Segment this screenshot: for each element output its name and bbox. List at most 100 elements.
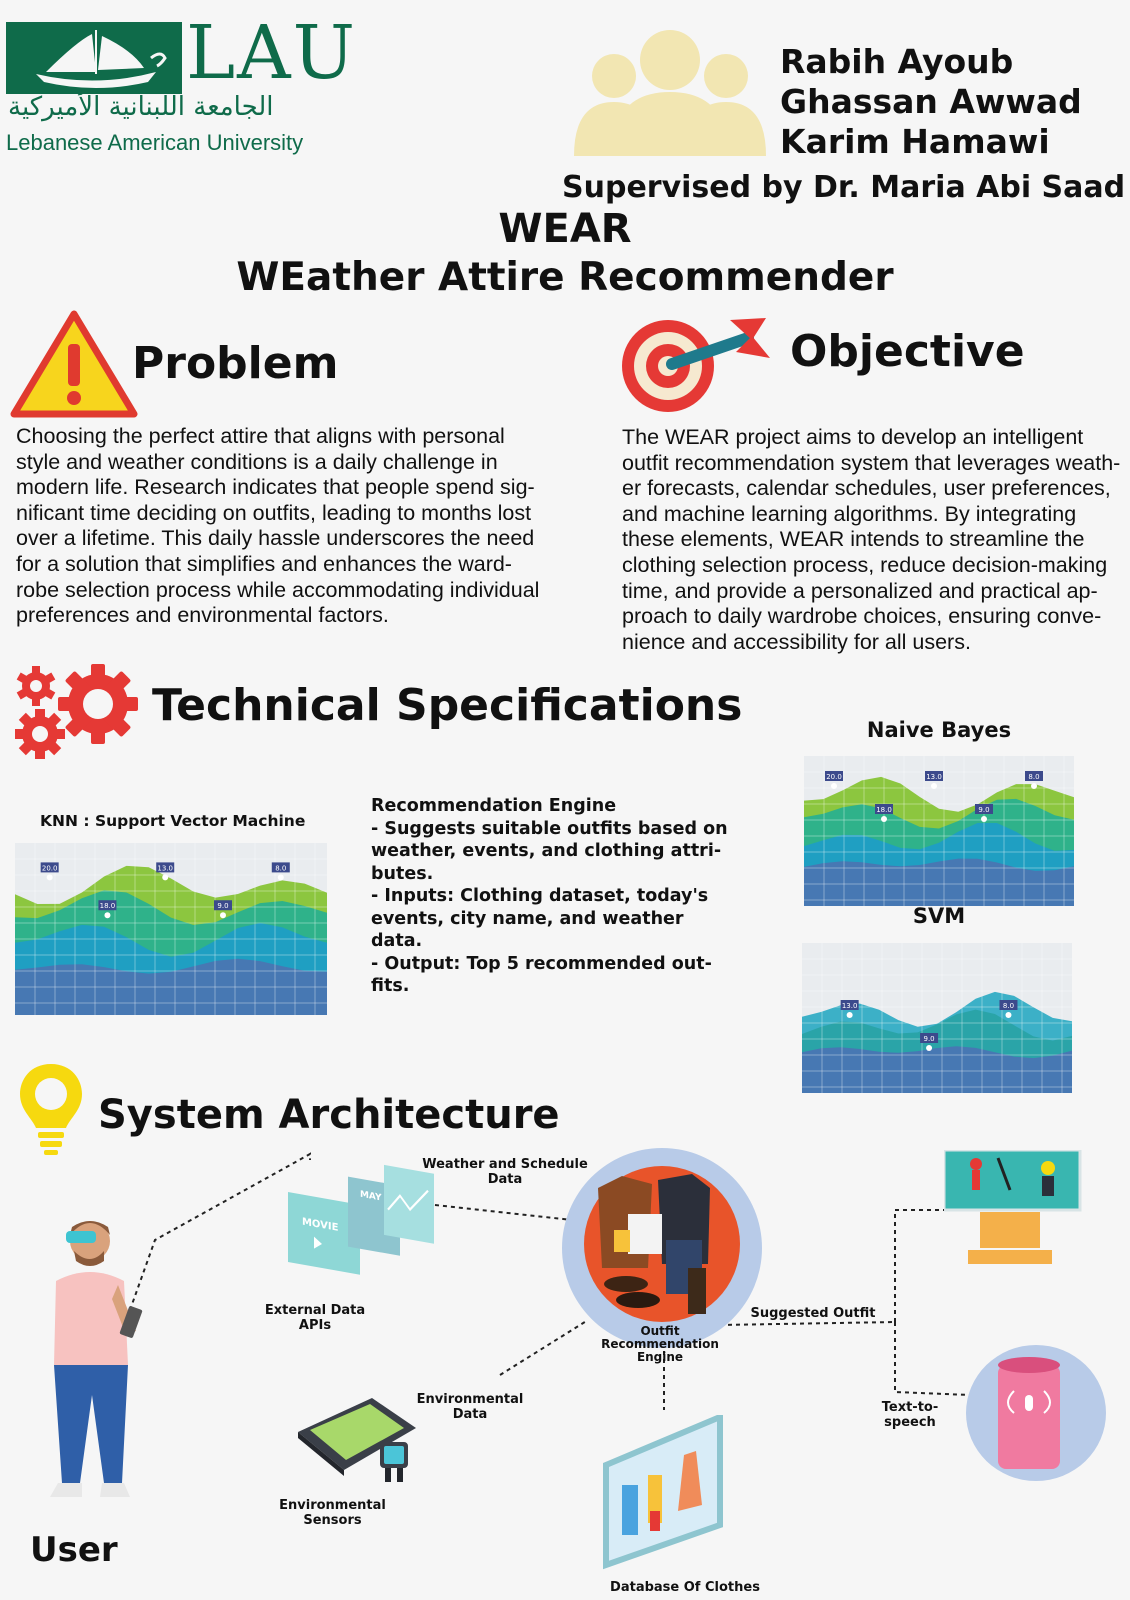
author-name: Karim Hamawi xyxy=(780,122,1050,161)
chart-data-label-box xyxy=(840,1000,859,1010)
chart-data-label-box xyxy=(156,862,175,873)
knn-chart: 20.0 18.0 13.0 9.0 8.0 xyxy=(15,843,327,1015)
text-line: The WEAR project aims to develop an inte… xyxy=(622,425,1084,449)
recommendation-engine-illustration xyxy=(562,1148,762,1348)
chart-data-label-box xyxy=(214,900,232,911)
title-full: WEather Attire Recommender xyxy=(236,255,894,300)
text-line: nience and accessibility for all users. xyxy=(622,629,971,654)
chart-data-label-box xyxy=(875,804,893,814)
environmental-sensors-label: Environmental Sensors xyxy=(279,1498,386,1528)
chart-point xyxy=(981,816,987,822)
chart-data-label: 9.0 xyxy=(217,902,228,910)
chart-data-label: 8.0 xyxy=(1003,1002,1014,1010)
chart-data-label: 9.0 xyxy=(923,1035,934,1043)
supervisor: Supervised by Dr. Maria Abi Saad xyxy=(562,170,1126,205)
chart-data-label-box xyxy=(920,1033,939,1043)
text-line: for a solution that simplifies and enhan… xyxy=(16,551,512,576)
author-name: Rabih Ayoub xyxy=(780,42,1014,81)
chart-data-label: 13.0 xyxy=(926,773,942,781)
clothes-database-illustration xyxy=(603,1415,723,1570)
title-acronym: WEAR xyxy=(498,206,632,252)
text-line: style and weather conditions is a daily … xyxy=(16,449,498,474)
chart-point xyxy=(926,1045,933,1051)
external-apis-illustration: MOVIE MAY xyxy=(288,1164,434,1275)
chart-area-layer xyxy=(802,1046,1072,1093)
chart-point xyxy=(831,783,837,789)
recommendation-engine-text: Recommendation Engine - Suggests suitabl… xyxy=(371,795,751,998)
text-line: Choosing the perfect attire that aligns … xyxy=(16,424,505,448)
chart-data-label-box xyxy=(271,862,290,873)
author-list: Rabih Ayoub Ghassan Awwad Karim Hamawi xyxy=(780,42,1082,162)
architecture-heading: System Architecture xyxy=(98,1092,560,1138)
objective-text: The WEAR project aims to develop an inte… xyxy=(622,425,1122,655)
svm-chart: 13.0 9.0 8.0 xyxy=(802,943,1072,1093)
text-line: robe selection process while accommodati… xyxy=(16,577,540,602)
chart-point xyxy=(46,874,53,881)
database-label: Database Of Clothes xyxy=(610,1580,760,1595)
chart-point xyxy=(1031,783,1037,789)
naive-bayes-title: Naive Bayes xyxy=(866,718,1012,742)
text-line: clothing selection process, reduce decis… xyxy=(622,552,1108,577)
chart-point xyxy=(1005,1012,1012,1018)
chart-data-label-box xyxy=(98,900,117,911)
chart-data-label-box xyxy=(999,1000,1018,1010)
text-line: time, and provide a personalized and pra… xyxy=(622,578,1098,603)
author-name: Ghassan Awwad xyxy=(780,82,1082,121)
chart-point xyxy=(881,816,887,822)
environmental-sensors-illustration xyxy=(298,1398,416,1482)
objective-heading: Objective xyxy=(790,326,1025,377)
chart-point xyxy=(277,874,284,881)
warning-icon xyxy=(10,310,138,418)
chart-data-label: 8.0 xyxy=(275,864,286,872)
text-line: preferences and environmental factors. xyxy=(16,603,389,628)
chart-data-label: 8.0 xyxy=(1028,773,1039,781)
chart-point xyxy=(220,912,226,919)
text-line: butes. xyxy=(371,863,434,884)
text-line: - Suggests suitable outfits based on xyxy=(371,818,728,839)
text-line: modern life. Research indicates that peo… xyxy=(16,475,535,500)
knn-chart-title: KNN : Support Vector Machine xyxy=(40,812,306,830)
text-line: Recommendation Engine xyxy=(371,796,617,816)
chart-point xyxy=(931,783,937,789)
people-icon xyxy=(574,30,766,156)
weather-schedule-label: Weather and Schedule Data xyxy=(422,1157,588,1187)
problem-heading: Problem xyxy=(132,338,339,389)
ship-icon xyxy=(6,22,182,94)
calendar-tab-label: MAY xyxy=(360,1190,382,1204)
text-line: er forecasts, calendar schedules, user p… xyxy=(622,476,1111,501)
chart-data-label: 13.0 xyxy=(842,1002,858,1010)
chart-area-layer xyxy=(804,858,1074,906)
tts-label: Text-to-speech xyxy=(881,1400,939,1430)
naive-bayes-chart: 20.0 18.0 13.0 9.0 8.0 xyxy=(804,756,1074,906)
gears-icon xyxy=(15,664,138,759)
environmental-data-label: Environmental Data xyxy=(416,1392,524,1422)
chart-data-label: 9.0 xyxy=(978,806,989,814)
text-line: - Output: Top 5 recommended out- xyxy=(371,953,712,974)
text-line: these elements, WEAR intends to streamli… xyxy=(622,527,1085,552)
text-line: weather, events, and clothing attri- xyxy=(371,841,722,861)
chart-data-label: 13.0 xyxy=(157,864,173,872)
svm-title: SVM xyxy=(912,904,966,928)
smart-speaker-illustration xyxy=(966,1345,1106,1481)
target-icon xyxy=(622,318,770,412)
chart-data-label: 18.0 xyxy=(100,902,116,910)
text-line: - Inputs: Clothing dataset, today's xyxy=(371,886,709,906)
text-line: outfit recommendation system that levera… xyxy=(622,450,1121,475)
lau-english-name: Lebanese American University xyxy=(6,130,304,155)
suggested-outfit-label: Suggested Outfit xyxy=(750,1306,876,1321)
text-line: proach to daily wardrobe choices, ensuri… xyxy=(622,604,1102,629)
chart-data-label-box xyxy=(925,771,943,781)
chart-data-label-box xyxy=(975,804,993,814)
architecture-connectors xyxy=(129,1152,971,1410)
lightbulb-icon xyxy=(20,1064,82,1155)
chart-area-layer xyxy=(15,958,327,1015)
chart-point xyxy=(846,1012,853,1018)
lau-arabic-name: الجامعة اللبنانية الأميركية xyxy=(8,92,274,122)
chart-data-label: 20.0 xyxy=(826,773,842,781)
text-line: data. xyxy=(371,931,423,951)
chart-data-label-box xyxy=(825,771,843,781)
user-figure xyxy=(50,1221,143,1497)
problem-text: Choosing the perfect attire that aligns … xyxy=(16,424,576,629)
chart-data-label-box xyxy=(40,862,59,873)
text-line: nificant time deciding on outfits, leadi… xyxy=(16,500,532,525)
